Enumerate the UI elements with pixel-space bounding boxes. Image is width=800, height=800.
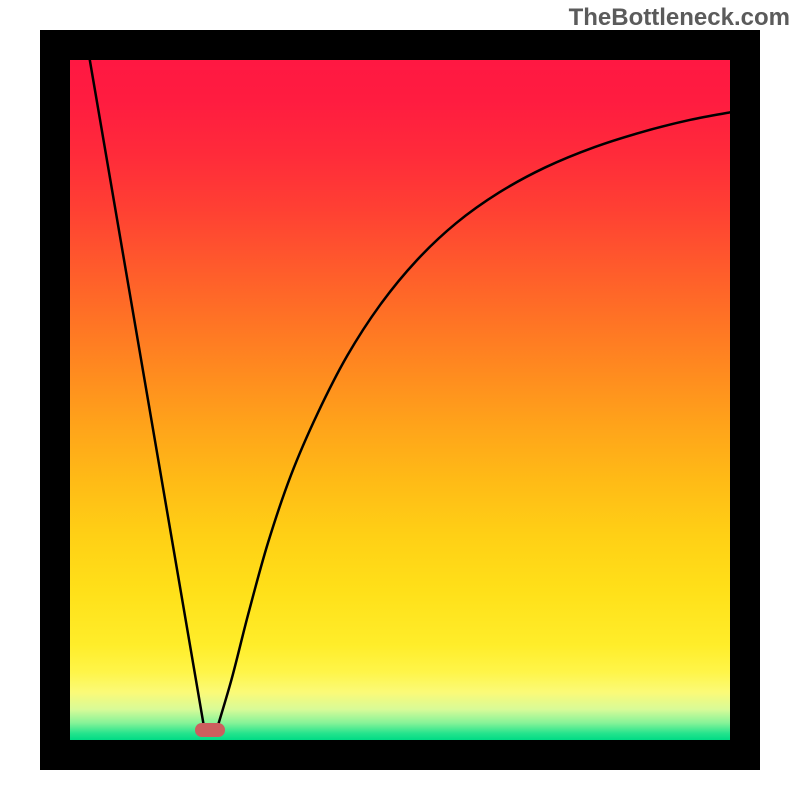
attribution-text: TheBottleneck.com [569, 4, 790, 32]
plot-frame-right [730, 30, 760, 770]
plot-frame-top [40, 30, 760, 60]
background-gradient [70, 60, 730, 740]
bottleneck-marker [195, 723, 225, 737]
plot-frame-left [40, 30, 70, 770]
plot-frame-bottom [40, 740, 760, 770]
chart-root: TheBottleneck.com [0, 0, 800, 800]
